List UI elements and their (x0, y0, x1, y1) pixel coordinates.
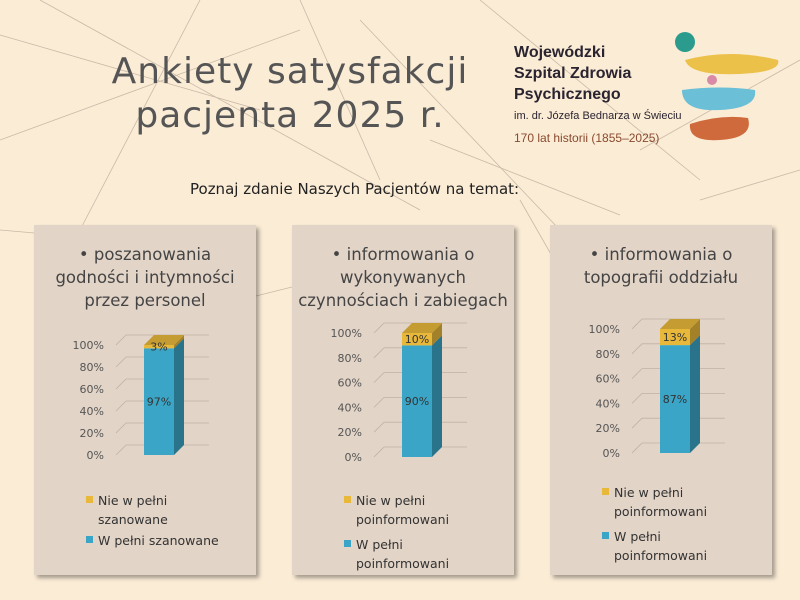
y-tick-label: 60% (596, 373, 620, 386)
y-tick-label: 100% (331, 327, 362, 340)
data-label: 3% (150, 341, 167, 354)
panel-title-line: przez personel (84, 291, 206, 310)
panel-title: • informowania o wykonywanych czynnościa… (292, 243, 514, 312)
gridline-depth (115, 334, 127, 346)
panel-title: • poszanowania godności i intymności prz… (34, 243, 256, 312)
page-title-line1: Ankiety satysfakcji (111, 51, 469, 92)
gridline-depth (373, 446, 385, 458)
chart-panel-dignity: • poszanowania godności i intymności prz… (34, 225, 256, 575)
bar-segment-side (690, 335, 700, 453)
y-tick-label: 80% (80, 361, 104, 374)
y-tick-label: 60% (338, 377, 362, 390)
bar-segment-front (144, 348, 174, 455)
subtitle: Poznaj zdanie Naszych Pacjentów na temat… (190, 180, 520, 198)
logo-stacked-stones-icon (675, 32, 779, 141)
chart-panel-topography: • informowania o topografii oddziału 0% 2… (550, 225, 772, 575)
panel-title-line: wykonywanych (340, 268, 466, 287)
panel-title: • informowania o topografii oddziału (550, 243, 772, 289)
page-title-line2: pacjenta 2025 r. (135, 95, 445, 136)
y-tick-label: 80% (338, 352, 362, 365)
panel-title-line: • poszanowania (78, 245, 212, 264)
page-title: Ankiety satysfakcji pacjenta 2025 r. (95, 50, 485, 138)
gridline-depth (631, 442, 643, 454)
bar-segment-front (402, 333, 432, 346)
hospital-logo: Wojewódzki Szpital Zdrowia Psychicznego … (510, 30, 780, 160)
data-label: 13% (663, 331, 687, 344)
legend-item-not-full: Nie w pełni poinformowani (602, 483, 772, 521)
bar-segment-side (174, 338, 184, 455)
stacked-bar-chart: 0% 20% 40% 60% 80% 100% 87% 13% (589, 318, 725, 460)
legend-swatch-gold (602, 488, 609, 495)
gridline-depth (373, 322, 385, 334)
bar-segment-front (402, 345, 432, 457)
bar-segment-side (432, 323, 442, 346)
gridline-depth (631, 318, 643, 330)
bar-segment-front (144, 345, 174, 349)
bar-segment-top (402, 323, 442, 333)
logo-patron: im. dr. Józefa Bednarza w Świeciu (514, 110, 682, 122)
gridline-depth (115, 400, 127, 412)
bar-segment-side (432, 335, 442, 457)
legend-item-full: W pełni poinformowani (602, 527, 772, 565)
y-tick-label: 20% (596, 422, 620, 435)
chart-panel-procedures: • informowania o wykonywanych czynnościa… (292, 225, 514, 575)
data-label: 10% (405, 333, 429, 346)
y-tick-label: 100% (589, 323, 620, 336)
legend-item-not-full: Nie w pełni szanowane (86, 491, 256, 529)
bar-segment-front (660, 345, 690, 453)
gridline-depth (115, 422, 127, 434)
bar-segment-side (174, 335, 184, 349)
y-tick-label: 60% (80, 383, 104, 396)
gridline-depth (373, 372, 385, 383)
gridline-depth (115, 444, 127, 456)
bar-segment-top (144, 335, 184, 345)
bar-segment-side (690, 319, 700, 346)
gridline-depth (373, 347, 385, 359)
panel-title-line: topografii oddziału (583, 268, 739, 287)
legend-swatch-blue (86, 536, 93, 543)
gridline-depth (631, 368, 643, 379)
gridline-depth (115, 378, 127, 390)
gridline-depth (631, 343, 643, 355)
gridline-depth (373, 421, 385, 433)
y-tick-label: 20% (80, 427, 104, 440)
legend-swatch-gold (86, 496, 93, 503)
legend-item-full: W pełni szanowane (86, 531, 256, 550)
stacked-bar-chart: 0% 20% 40% 60% 80% 100% 97% 3% (73, 334, 209, 462)
y-tick-label: 0% (345, 451, 362, 464)
panel-title-line: godności i intymności (55, 268, 235, 287)
y-tick-label: 0% (603, 447, 620, 460)
y-tick-label: 40% (338, 401, 362, 414)
y-tick-label: 80% (596, 348, 620, 361)
logo-organization-name: Wojewódzki Szpital Zdrowia Psychicznego (514, 42, 631, 105)
legend-swatch-gold (344, 496, 351, 503)
y-tick-label: 40% (80, 405, 104, 418)
stacked-bar-chart: 0% 20% 40% 60% 80% 100% 90% 10% (331, 322, 467, 464)
gridline-depth (631, 393, 643, 404)
bar-segment-front (660, 329, 690, 346)
legend-item-not-full: Nie w pełni poinformowani (344, 491, 514, 529)
legend-item-full: W pełni poinformowani (344, 535, 514, 573)
gridline-depth (115, 356, 127, 368)
gridline-depth (373, 397, 385, 408)
logo-org-line2: Szpital Zdrowia (514, 65, 632, 82)
y-tick-label: 20% (338, 426, 362, 439)
y-tick-label: 40% (596, 397, 620, 410)
y-tick-label: 0% (87, 449, 104, 462)
gridline-depth (631, 417, 643, 429)
y-tick-label: 100% (73, 339, 104, 352)
data-label: 87% (663, 393, 687, 406)
logo-org-line1: Wojewódzki (514, 44, 606, 61)
bar-segment-top (660, 319, 700, 329)
panel-title-line: czynnościach i zabiegach (298, 291, 508, 310)
legend-swatch-blue (602, 532, 609, 539)
panel-title-line: • informowania o (589, 245, 733, 264)
legend-swatch-blue (344, 540, 351, 547)
logo-history: 170 lat historii (1855–2025) (514, 131, 660, 145)
logo-org-line3: Psychicznego (514, 86, 621, 103)
data-label: 97% (147, 396, 171, 409)
data-label: 90% (405, 395, 429, 408)
panel-title-line: • informowania o (331, 245, 475, 264)
